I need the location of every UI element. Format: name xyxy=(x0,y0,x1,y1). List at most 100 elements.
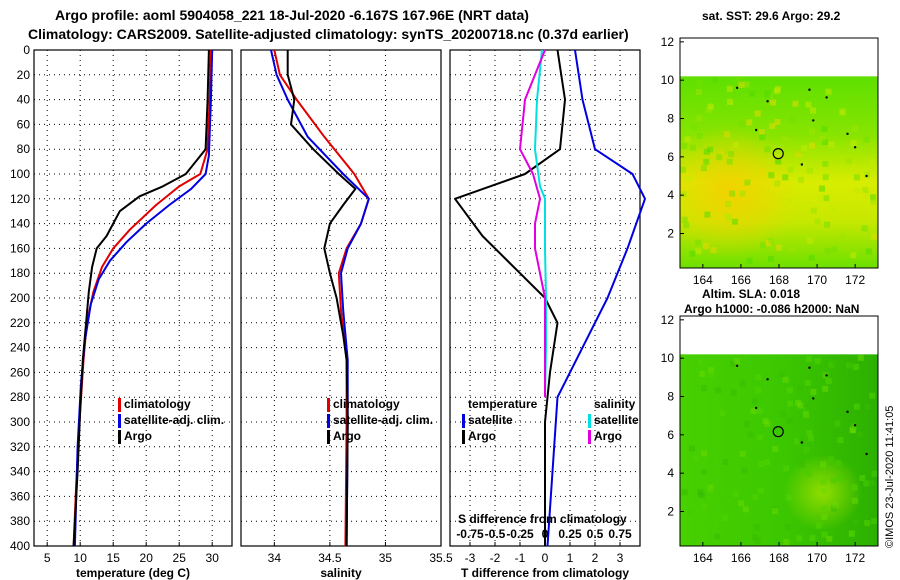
sst-cell xyxy=(824,248,831,254)
sst-cell xyxy=(769,123,776,129)
argo-location-marker xyxy=(772,148,784,160)
series-line-s-argo xyxy=(519,49,546,398)
sla-cell xyxy=(692,415,698,422)
sst-cell xyxy=(775,158,782,165)
sla-cell xyxy=(806,356,813,363)
sla-cell xyxy=(856,431,863,438)
sst-cell xyxy=(805,101,812,108)
x-tick-label: 30 xyxy=(206,551,220,565)
sst-cell xyxy=(781,134,788,141)
sst-cell xyxy=(689,144,696,151)
sst-cell xyxy=(754,110,761,117)
sla-cell xyxy=(808,435,814,442)
sst-cell xyxy=(817,195,824,201)
sst-cell xyxy=(801,145,808,152)
x-axis-label: T difference from climatology xyxy=(461,566,629,580)
sst-cell xyxy=(799,92,806,99)
sla-cell xyxy=(821,514,828,521)
sst-cell xyxy=(782,174,789,181)
sst-cell xyxy=(729,190,736,197)
sst-cell xyxy=(739,190,746,197)
sla-cell xyxy=(739,380,746,387)
sla-cell xyxy=(806,429,813,436)
sla-cell xyxy=(803,446,810,453)
sst-cell xyxy=(849,163,856,170)
island-marker xyxy=(812,397,815,400)
sla-cell xyxy=(733,358,740,365)
series-line-argo xyxy=(72,49,210,547)
sla-cell xyxy=(787,400,794,407)
sst-cell xyxy=(681,216,688,223)
sst-cell xyxy=(738,81,745,88)
island-marker xyxy=(808,88,811,91)
x-tick-label: 168 xyxy=(769,273,789,287)
sst-cell xyxy=(822,174,829,181)
sst-cell xyxy=(765,240,772,247)
sla-cell xyxy=(738,500,745,507)
sla-cell xyxy=(715,387,722,394)
y-tick-label: 200 xyxy=(10,291,30,305)
sst-cell xyxy=(831,246,838,253)
y-tick-label: 160 xyxy=(10,241,30,255)
island-marker xyxy=(865,452,868,456)
sst-cell xyxy=(706,106,713,113)
y-tick-label: 100 xyxy=(10,167,30,181)
sla-cell xyxy=(832,502,839,509)
sst-cell xyxy=(789,246,796,252)
y-tick-label: 280 xyxy=(10,390,30,404)
sst-cell xyxy=(850,252,857,259)
sla-cell xyxy=(814,357,821,364)
argo-location-marker xyxy=(772,426,784,438)
x-tick-label: 5 xyxy=(44,551,51,565)
sst-cell xyxy=(822,161,829,167)
sst-cell xyxy=(744,179,751,186)
x-tick-label: 34.5 xyxy=(318,551,342,565)
y-tick-label: 20 xyxy=(17,68,31,82)
x-tick-label: 164 xyxy=(693,273,713,287)
sla-cell xyxy=(742,506,749,513)
sst-cell xyxy=(809,142,815,149)
sla-cell xyxy=(692,381,699,388)
sla-cell xyxy=(708,457,715,464)
sla-cell xyxy=(869,392,876,399)
sla-cell xyxy=(681,489,688,496)
sla-cell xyxy=(864,520,871,527)
x-tick-label: 0 xyxy=(542,551,549,565)
legend-title-temperature: temperature xyxy=(468,397,538,411)
sst-cell xyxy=(829,205,836,211)
sla-cell xyxy=(859,475,866,481)
sla-cell xyxy=(730,360,736,367)
legend-swatch-s-satellite xyxy=(588,414,591,428)
s-difference-ticks: -0.75 -0.5 -0.25 0 0.25 0.5 0.75 xyxy=(456,527,632,541)
sst-cell xyxy=(726,85,733,92)
sla-cell xyxy=(794,438,801,445)
sla-cell xyxy=(850,423,857,430)
salinity-panel: 34 34.5 35 35.5 salinity xyxy=(240,49,453,580)
sst-cell xyxy=(854,174,860,181)
sst-cell xyxy=(746,119,753,126)
sla-map-title: Altim. SLA: 0.018 xyxy=(702,287,800,301)
sla-cell xyxy=(829,424,836,431)
sst-cell xyxy=(862,186,869,193)
x-tick-label: -3 xyxy=(465,551,476,565)
sla-cell xyxy=(701,385,708,392)
sst-cell xyxy=(695,89,702,95)
legend-swatch-climatology xyxy=(118,398,121,412)
island-marker xyxy=(735,364,739,368)
sst-cell xyxy=(749,90,755,97)
sst-cell xyxy=(727,99,734,105)
sst-cell xyxy=(773,88,780,95)
island-marker xyxy=(800,441,804,444)
sla-cell xyxy=(701,504,708,511)
sst-cell xyxy=(861,225,868,232)
sla-cell xyxy=(810,389,817,395)
sla-cell xyxy=(741,355,748,362)
y-tick-label: 10 xyxy=(661,73,675,87)
sla-cell xyxy=(755,387,762,394)
sst-cell xyxy=(819,135,826,142)
sst-cell xyxy=(764,146,771,153)
sst-cell xyxy=(828,141,835,148)
sla-cell xyxy=(702,498,709,505)
legend-swatch-argo xyxy=(327,430,330,444)
sst-cell xyxy=(795,150,802,157)
